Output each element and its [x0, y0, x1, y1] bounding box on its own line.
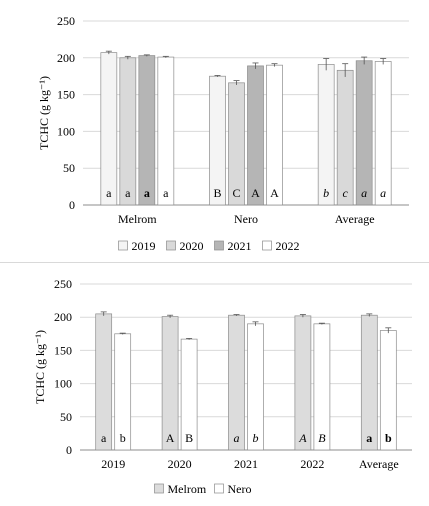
- x-tick-label: Melrom: [118, 212, 157, 226]
- y-tick-label: 150: [57, 88, 75, 102]
- y-tick-label: 100: [54, 377, 72, 391]
- significance-letter: a: [106, 186, 112, 200]
- y-axis-label: TCHC (g kg⁻¹): [33, 330, 47, 404]
- significance-letter: B: [185, 431, 193, 445]
- chart-panel-by-cultivar: TCHC (g kg⁻¹) 0 50 100 150 200 250 a a a a Melrom B C…: [0, 14, 429, 263]
- significance-letter: A: [298, 431, 307, 445]
- bar: [247, 65, 264, 206]
- legend-swatch: [262, 240, 272, 251]
- bar: [100, 52, 118, 206]
- significance-letter: b: [120, 431, 126, 445]
- significance-letter: a: [366, 431, 372, 445]
- legend: 2019 2020 2021 2022: [118, 239, 300, 253]
- y-tick-label: 250: [57, 14, 75, 28]
- bar: [355, 60, 373, 206]
- bar: [360, 314, 378, 451]
- x-tick-label: Average: [359, 457, 399, 471]
- bar: [317, 64, 335, 206]
- significance-letter: a: [144, 186, 150, 200]
- significance-letter: a: [101, 431, 107, 445]
- y-tick-label: 250: [54, 277, 72, 291]
- legend-swatch: [118, 240, 128, 251]
- chart-panel-by-year: TCHC (g kg⁻¹) 0 50 100 150 200 250 a b 2019 A B 2020…: [0, 263, 429, 506]
- significance-letter: A: [251, 186, 260, 200]
- legend-label: 2022: [276, 239, 300, 253]
- legend-label: Nero: [228, 482, 252, 496]
- significance-letter: a: [361, 186, 367, 200]
- bar: [95, 313, 113, 451]
- x-tick-label: 2019: [101, 457, 125, 471]
- legend-label: 2021: [228, 239, 252, 253]
- x-tick-label: 2022: [300, 457, 324, 471]
- bar: [161, 316, 179, 451]
- significance-letter: C: [232, 186, 240, 200]
- bar: [119, 57, 137, 206]
- significance-letter: B: [213, 186, 221, 200]
- legend-swatch: [214, 483, 224, 494]
- significance-letter: b: [323, 186, 329, 200]
- significance-letter: c: [343, 186, 349, 200]
- significance-letter: a: [125, 186, 131, 200]
- significance-letter: a: [163, 186, 169, 200]
- y-tick-label: 100: [57, 124, 75, 138]
- significance-letter: B: [318, 431, 326, 445]
- x-tick-label: Average: [335, 212, 375, 226]
- legend-swatch: [214, 240, 224, 251]
- bar: [228, 314, 245, 451]
- y-tick-label: 200: [54, 310, 72, 324]
- significance-letter: b: [385, 431, 392, 445]
- bar: [157, 56, 175, 206]
- legend-swatch: [154, 483, 164, 494]
- y-tick-label: 50: [60, 410, 72, 424]
- y-tick-label: 0: [69, 198, 75, 212]
- legend-label: Melrom: [168, 482, 207, 496]
- bar: [294, 315, 312, 451]
- bar: [374, 61, 392, 206]
- significance-letter: a: [234, 431, 240, 445]
- significance-letter: A: [166, 431, 175, 445]
- y-tick-label: 0: [66, 443, 72, 457]
- legend-label: 2019: [132, 239, 156, 253]
- significance-letter: b: [253, 431, 259, 445]
- y-axis-label: TCHC (g kg⁻¹): [37, 76, 51, 150]
- legend-swatch: [166, 240, 176, 251]
- y-tick-label: 50: [63, 161, 75, 175]
- significance-letter: A: [270, 186, 279, 200]
- bar: [336, 69, 354, 206]
- significance-letter: a: [380, 186, 386, 200]
- bar: [266, 64, 283, 206]
- x-tick-label: 2021: [234, 457, 258, 471]
- bar: [138, 55, 156, 206]
- legend: Melrom Nero: [154, 482, 252, 496]
- y-tick-label: 150: [54, 343, 72, 357]
- y-tick-label: 200: [57, 51, 75, 65]
- x-tick-label: 2020: [168, 457, 192, 471]
- x-tick-label: Nero: [234, 212, 258, 226]
- legend-label: 2020: [180, 239, 204, 253]
